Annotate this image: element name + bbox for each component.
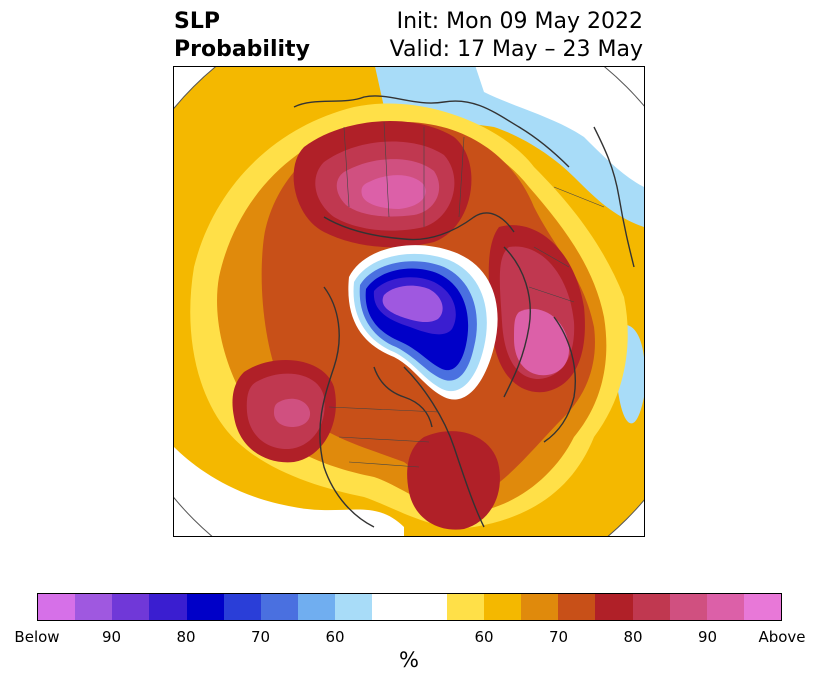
colorbar-segment: [149, 594, 187, 620]
valid-range: Valid: 17 May – 23 May: [389, 37, 643, 62]
colorbar-segment: [669, 594, 707, 620]
colorbar-segment: [38, 594, 76, 620]
colorbar-tick-label: Above: [758, 628, 806, 646]
colorbar: [37, 593, 782, 621]
colorbar-segment: [595, 594, 633, 620]
colorbar-tick-label: Below: [14, 628, 60, 646]
pacific-core: [274, 398, 311, 427]
colorbar-segment: [446, 594, 484, 620]
borders: [328, 121, 605, 468]
siberia-core: [361, 175, 426, 209]
white-southwest: [174, 447, 404, 536]
atlantic-pink: [514, 308, 570, 376]
colorbar-tick-label: 60: [325, 628, 345, 646]
colorbar-tick-label: 60: [474, 628, 494, 646]
title-variable: SLP: [174, 9, 220, 34]
colorbar-segment: [186, 594, 224, 620]
title-right: Init: Mon 09 May 2022 Valid: 17 May – 23…: [390, 8, 643, 64]
colorbar-segment: [112, 594, 150, 620]
title-left: SLP Probability: [174, 8, 310, 64]
colorbar-segment: [75, 594, 113, 620]
init-date: Init: Mon 09 May 2022: [396, 9, 643, 34]
colorbar-segment: [372, 594, 410, 620]
colorbar-segment: [521, 594, 559, 620]
colorbar-segment: [632, 594, 670, 620]
white-northeast: [474, 67, 644, 187]
colorbar-unit: %: [399, 648, 419, 672]
polar-map: [173, 66, 645, 537]
colorbar-segment: [743, 594, 782, 620]
map-svg: [174, 67, 644, 536]
colorbar-segment: [483, 594, 522, 620]
colorbar-tick-label: 70: [548, 628, 569, 646]
title-type: Probability: [174, 37, 310, 62]
colorbar-segment: [335, 594, 373, 620]
colorbar-tick-label: 90: [101, 628, 122, 646]
colorbar-segment: [298, 594, 336, 620]
colorbar-segment: [558, 594, 596, 620]
colorbar-tick-label: 80: [176, 628, 196, 646]
colorbar-segment: [260, 594, 299, 620]
colorbar-segment: [409, 594, 447, 620]
colorbar-tick-label: 80: [623, 628, 643, 646]
us-east-red: [407, 431, 500, 530]
colorbar-tick-label: 70: [250, 628, 271, 646]
polar-core: [382, 285, 443, 323]
colorbar-tick-label: 90: [697, 628, 718, 646]
colorbar-segment: [223, 594, 261, 620]
colorbar-segment: [706, 594, 744, 620]
coastlines: [293, 95, 635, 528]
